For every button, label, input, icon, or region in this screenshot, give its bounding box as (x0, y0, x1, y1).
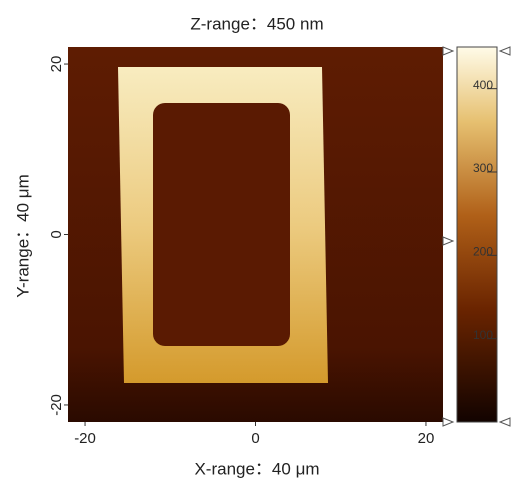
marker (500, 47, 510, 55)
colorbar (457, 47, 497, 422)
y-tick-label: 20 (48, 56, 65, 73)
y-tick-label: 0 (48, 230, 65, 238)
marker (500, 418, 510, 426)
afm-figure: Z-range：450 nm X-range：40 μm Y-range：40 … (0, 0, 513, 488)
x-tick-label: -20 (74, 430, 96, 447)
y-tick-label: -20 (48, 394, 65, 416)
colorbar-tick-label: 200 (473, 245, 493, 259)
chart-title: Z-range：450 nm (190, 14, 323, 33)
x-axis-label: X-range：40 μm (194, 459, 319, 478)
colorbar-tick-label: 400 (473, 78, 493, 92)
colorbar-tick-label: 300 (473, 161, 493, 175)
colorbar-tick-label: 100 (473, 328, 493, 342)
y-axis-label: Y-range：40 μm (13, 174, 32, 298)
x-tick-label: 20 (418, 430, 435, 447)
frame-hole (153, 103, 290, 346)
marker (443, 47, 453, 55)
marker (443, 237, 453, 245)
marker (443, 418, 453, 426)
x-tick-label: 0 (251, 430, 259, 447)
